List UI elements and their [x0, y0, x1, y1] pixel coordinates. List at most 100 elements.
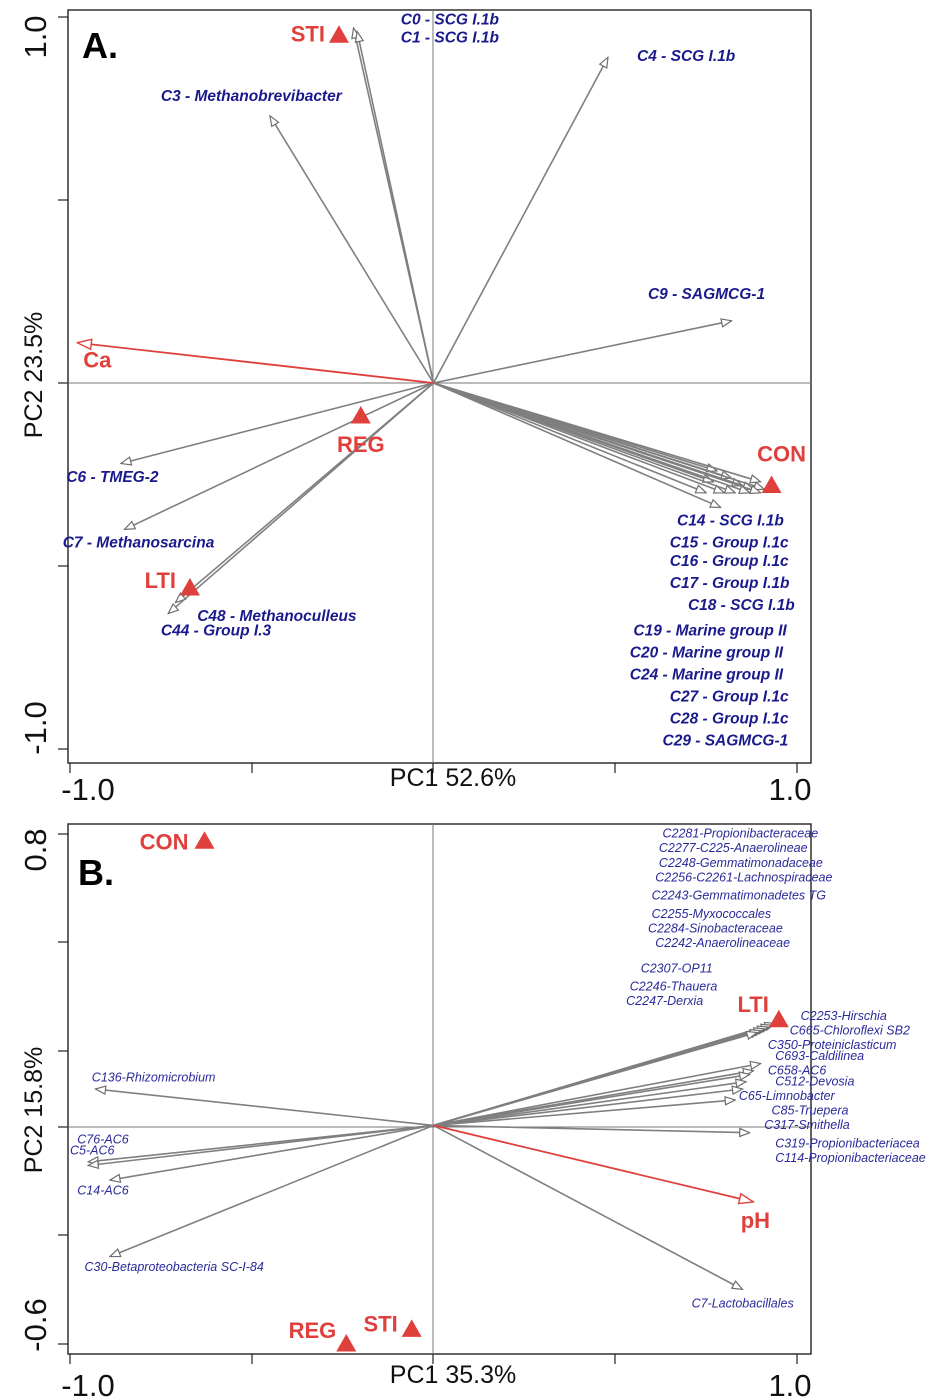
y-tick-label-min: -1.0: [18, 701, 53, 754]
panel-a-x-ticks: [69, 763, 798, 773]
sample-marker: [328, 25, 349, 43]
taxon-label: C20 - Marine group II: [630, 645, 784, 662]
taxon-label: C2255-Myxococcales: [652, 907, 772, 921]
panel-b-x-ticks: [69, 1354, 798, 1364]
taxon-label: C15 - Group I.1c: [670, 535, 789, 552]
taxon-label: C2242-Anaerolineaceae: [655, 936, 790, 950]
species-arrow: [357, 32, 435, 384]
taxon-label: C658-AC6: [768, 1063, 826, 1077]
panel-a: -1.0 1.0 1.0 -1.0 PC1 52.6% PC2 23.5% A.…: [18, 9, 812, 807]
species-arrow: [432, 57, 608, 384]
taxon-label: C7-Lactobacillales: [692, 1297, 794, 1311]
taxon-label: C3 - Methanobrevibacter: [161, 88, 343, 105]
taxon-label: C2253-Hirschia: [801, 1009, 887, 1023]
sample-label: REG: [289, 1318, 337, 1343]
taxon-label: C317-Smithella: [764, 1118, 850, 1132]
taxon-label: C27 - Group I.1c: [670, 688, 789, 705]
species-arrow: [433, 382, 761, 493]
panel-a-marks: Ca STI REG CON LTI C0 - SCG I.1b C1 - SCG I.1b…: [63, 11, 806, 749]
sample-marker: [194, 831, 215, 849]
taxon-label: C48 - Methanoculleus: [197, 608, 357, 625]
sample-label: LTI: [145, 568, 176, 593]
sample-marker: [350, 405, 371, 424]
panel-b-marks: pHCONLTISTIREGC2281-PropionibacteraceaeC…: [70, 827, 926, 1352]
y-tick-label-min: -0.6: [18, 1298, 53, 1351]
species-arrow: [433, 1064, 761, 1127]
species-arrow: [125, 382, 434, 531]
taxon-label: C136-Rhizomicrobium: [92, 1071, 216, 1085]
y-tick-label-max: 1.0: [18, 15, 53, 58]
taxon-label: C6 - TMEG-2: [66, 469, 159, 486]
taxon-label: C65-Limnobacter: [739, 1089, 836, 1103]
species-arrow: [270, 116, 435, 384]
taxon-label: C5-AC6: [70, 1144, 115, 1158]
panel-letter: A.: [82, 25, 118, 66]
taxon-label: C2307-OP11: [641, 961, 713, 975]
sample-label: LTI: [737, 992, 768, 1017]
taxon-label: C44 - Group I.3: [161, 623, 272, 640]
taxon-label: C24 - Marine group II: [630, 666, 784, 683]
taxon-label: C2256-C2261-Lachnospiraceae: [655, 870, 832, 884]
taxon-label: C0 - SCG I.1b: [401, 11, 500, 28]
sample-label: CON: [140, 829, 189, 854]
x-axis-title: PC1 52.6%: [390, 764, 516, 792]
x-tick-label-max: 1.0: [768, 772, 811, 807]
taxon-label: C1 - SCG I.1b: [401, 30, 500, 47]
taxon-label: C2243-Gemmatimonadetes TG: [652, 889, 827, 903]
species-arrow: [433, 1074, 750, 1127]
species-arrow: [110, 1124, 434, 1258]
species-arrow: [110, 1124, 434, 1180]
sample-marker: [761, 475, 782, 493]
species-arrow: [433, 1082, 747, 1127]
x-tick-label-min: -1.0: [61, 772, 114, 807]
taxon-label: C4 - SCG I.1b: [637, 48, 736, 65]
taxon-label: C2281-Propionibacteraceae: [663, 827, 819, 841]
taxon-label: C17 - Group I.1b: [670, 575, 790, 592]
sample-label: STI: [363, 1311, 397, 1336]
species-arrow: [433, 1089, 743, 1127]
taxon-label: C665-Chloroflexi SB2: [790, 1023, 910, 1037]
taxon-label: C14 - SCG I.1b: [677, 513, 784, 530]
taxon-label: C2246-Thauera: [630, 980, 718, 994]
species-arrow: [433, 1033, 758, 1127]
sample-marker: [401, 1319, 422, 1337]
sample-marker: [768, 1009, 789, 1028]
taxon-label: C18 - SCG I.1b: [688, 597, 795, 614]
taxon-label: C2248-Gemmatimonadaceae: [659, 856, 823, 870]
taxon-label: C512-Devosia: [775, 1074, 854, 1088]
taxon-label: C2247-Derxia: [626, 994, 703, 1008]
taxon-label: C9 - SAGMCG-1: [648, 286, 765, 303]
species-arrow: [95, 1089, 434, 1127]
sample-label: STI: [291, 21, 325, 46]
sample-marker: [179, 577, 200, 596]
env-label: Ca: [83, 348, 112, 373]
species-arrow: [433, 382, 761, 482]
taxon-label: C693-Caldilinea: [775, 1049, 864, 1063]
taxon-label: C16 - Group I.1c: [670, 553, 789, 570]
x-tick-label-min: -1.0: [61, 1368, 114, 1399]
species-arrow: [433, 1124, 743, 1289]
taxon-label: C319-Propionibacteriacea: [775, 1136, 920, 1150]
taxon-label: C114-Propionibacteriaceae: [775, 1151, 926, 1165]
y-axis-title: PC2 15.8%: [20, 1047, 48, 1173]
taxon-label: C28 - Group I.1c: [670, 710, 789, 727]
species-arrow: [433, 382, 707, 494]
species-arrow: [433, 1124, 750, 1132]
y-tick-label-max: 0.8: [18, 828, 53, 871]
taxon-label: C7 - Methanosarcina: [63, 535, 215, 552]
species-arrow: [433, 1100, 736, 1127]
taxon-label: C76-AC6: [77, 1133, 128, 1147]
taxon-label: C350-Proteiniclasticum: [768, 1038, 897, 1052]
species-arrow: [88, 1124, 434, 1165]
species-arrow: [121, 382, 434, 464]
species-arrow: [168, 382, 435, 614]
taxon-label: C30-Betaproteobacteria SC-I-84: [85, 1260, 264, 1274]
panel-a-frame: [67, 9, 812, 764]
sample-marker: [336, 1334, 357, 1352]
taxon-label: C2284-Sinobacteraceae: [648, 921, 783, 935]
x-axis-title: PC1 35.3%: [390, 1361, 516, 1389]
panel-b-y-ticks: [58, 833, 68, 1345]
y-axis-title: PC2 23.5%: [20, 312, 48, 438]
species-arrow: [433, 382, 721, 509]
